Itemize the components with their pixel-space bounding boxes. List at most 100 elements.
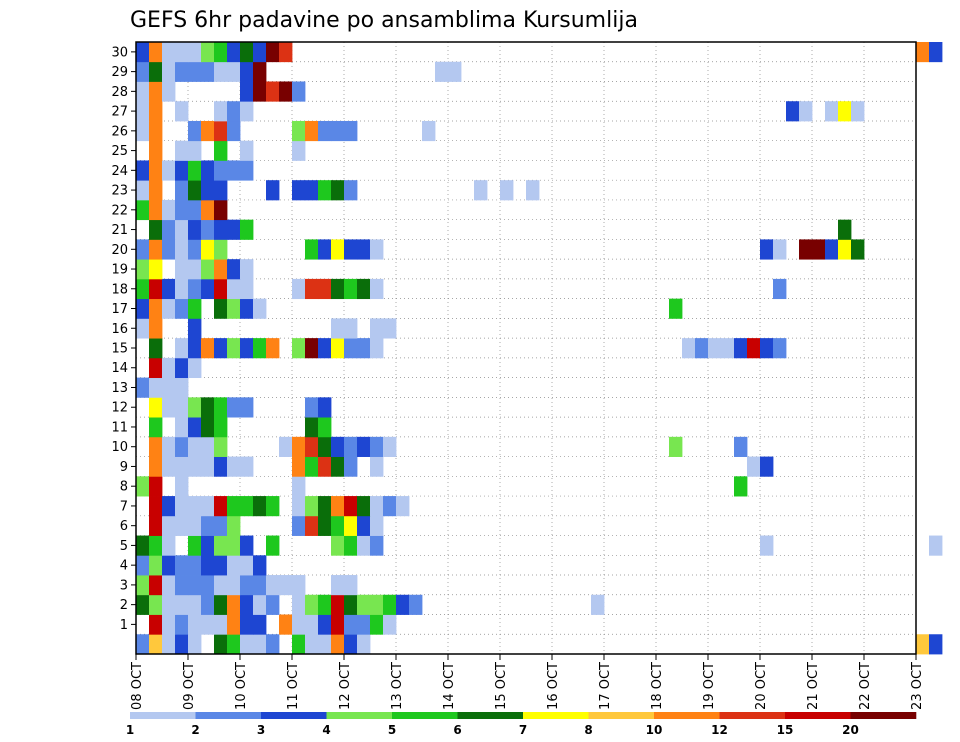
heatmap-cell <box>214 397 228 418</box>
heatmap-cell <box>708 338 722 359</box>
heatmap-cell <box>240 42 254 63</box>
heatmap-cell <box>175 61 189 82</box>
y-tick-label: 1 <box>120 618 128 633</box>
heatmap-cell <box>227 555 241 576</box>
heatmap-cell <box>851 101 865 122</box>
heatmap-cell <box>331 575 345 596</box>
heatmap-cell <box>136 318 150 339</box>
heatmap-cell <box>201 594 215 615</box>
heatmap-cell <box>474 180 488 201</box>
x-tick-label: 16 OCT <box>546 662 561 710</box>
heatmap-cell <box>162 456 176 477</box>
y-tick-label: 18 <box>111 282 128 297</box>
heatmap-cell <box>149 614 163 635</box>
heatmap-cell <box>760 456 774 477</box>
heatmap-cell <box>162 357 176 379</box>
heatmap-cell <box>292 476 306 497</box>
heatmap-cell <box>201 575 215 596</box>
heatmap-cell <box>162 496 176 517</box>
heatmap-cell <box>214 120 228 142</box>
heatmap-cell <box>383 614 397 635</box>
heatmap-cell <box>188 456 202 477</box>
heatmap-cell <box>279 575 293 596</box>
y-tick-label: 24 <box>111 164 128 179</box>
x-tick-label: 20 OCT <box>754 662 769 710</box>
heatmap-cell <box>591 594 605 615</box>
heatmap-cell <box>240 555 254 576</box>
heatmap-cell <box>305 496 319 517</box>
heatmap-cell <box>188 357 202 379</box>
y-tick-label: 5 <box>120 539 128 554</box>
heatmap-cell <box>201 278 215 300</box>
heatmap-cell <box>825 101 839 122</box>
heatmap-cell <box>214 219 228 240</box>
heatmap-cell <box>149 318 163 339</box>
heatmap-cell <box>162 377 176 398</box>
heatmap-cell <box>175 101 189 122</box>
x-tick-label: 17 OCT <box>598 662 613 710</box>
heatmap-cell <box>292 634 306 655</box>
y-tick-label: 3 <box>120 578 128 593</box>
heatmap-cell <box>240 397 254 418</box>
legend-tick-label: 6 <box>453 723 461 737</box>
heatmap-cell <box>357 496 371 517</box>
heatmap-cell <box>526 180 540 201</box>
legend-swatch <box>785 712 851 719</box>
heatmap-cell <box>344 594 358 615</box>
heatmap-cell <box>149 180 163 201</box>
heatmap-cell <box>500 180 514 201</box>
heatmap-cell <box>266 594 280 615</box>
heatmap-cell <box>149 555 163 576</box>
heatmap-cell <box>305 594 319 615</box>
heatmap-cell <box>253 555 267 576</box>
y-tick-label: 26 <box>111 124 128 139</box>
heatmap-cell <box>266 634 280 655</box>
heatmap-cell <box>266 180 280 201</box>
heatmap-cell <box>734 338 748 359</box>
heatmap-cell <box>214 575 228 596</box>
heatmap-cell <box>240 614 254 635</box>
heatmap-cell <box>149 397 163 418</box>
heatmap-cell <box>175 476 189 497</box>
heatmap-cell <box>331 239 345 260</box>
x-tick-label: 15 OCT <box>494 662 509 710</box>
heatmap-cell <box>201 120 215 142</box>
heatmap-cell <box>292 81 306 102</box>
heatmap-cell <box>305 278 319 300</box>
heatmap-cell <box>201 61 215 82</box>
heatmap-cell <box>149 515 163 536</box>
heatmap-cell <box>201 160 215 181</box>
heatmap-cell <box>227 259 241 280</box>
heatmap-cell <box>409 594 423 615</box>
legend-swatch <box>654 712 720 719</box>
heatmap-cell <box>370 594 384 615</box>
heatmap-cell <box>175 140 189 161</box>
chart-title: GEFS 6hr padavine po ansamblima Kursumli… <box>130 8 638 33</box>
heatmap-cell <box>747 338 761 359</box>
heatmap-cell <box>175 278 189 300</box>
heatmap-cell <box>331 120 345 142</box>
heatmap-cell <box>136 259 150 280</box>
heatmap-cell <box>162 160 176 181</box>
heatmap-cell <box>214 614 228 635</box>
heatmap-cell <box>201 239 215 260</box>
heatmap-cell <box>292 120 306 142</box>
heatmap-cell <box>136 634 150 655</box>
heatmap-cell <box>227 496 241 517</box>
heatmap-cell <box>175 417 189 438</box>
heatmap-cell <box>266 42 280 63</box>
heatmap-cell <box>344 180 358 201</box>
heatmap-cell <box>331 496 345 517</box>
heatmap-cell <box>240 278 254 300</box>
heatmap-cell <box>318 278 332 300</box>
heatmap-cell <box>240 535 254 556</box>
y-tick-label: 27 <box>111 105 128 120</box>
x-tick-label: 13 OCT <box>390 662 405 710</box>
heatmap-cell <box>318 614 332 635</box>
legend-tick-label: 3 <box>257 723 265 737</box>
heatmap-cell <box>149 199 163 221</box>
heatmap-cell <box>851 239 865 260</box>
heatmap-cell <box>227 515 241 536</box>
heatmap-cell <box>227 634 241 655</box>
heatmap-cell <box>318 436 332 457</box>
